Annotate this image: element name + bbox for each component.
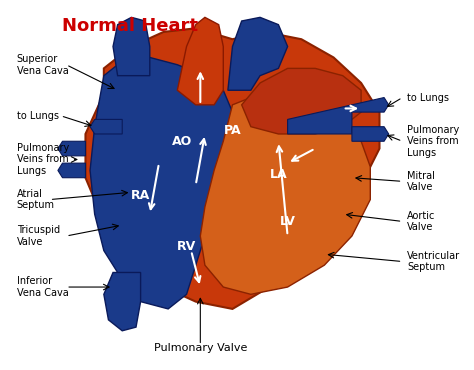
Text: Pulmonary Valve: Pulmonary Valve [154, 343, 247, 353]
Text: Inferior
Vena Cava: Inferior Vena Cava [17, 276, 68, 298]
Text: Pulmonary
Veins from
Lungs: Pulmonary Veins from Lungs [17, 143, 69, 176]
Text: PA: PA [224, 124, 241, 137]
Polygon shape [352, 127, 389, 141]
Polygon shape [113, 17, 150, 76]
Text: to Lungs: to Lungs [407, 92, 449, 102]
Polygon shape [242, 68, 361, 134]
Text: AO: AO [172, 135, 192, 148]
Text: RV: RV [177, 240, 196, 253]
Polygon shape [90, 120, 122, 134]
Text: LA: LA [270, 168, 287, 181]
Polygon shape [288, 105, 352, 134]
Polygon shape [58, 163, 85, 178]
Text: Ventricular
Septum: Ventricular Septum [407, 251, 460, 272]
Text: LV: LV [280, 215, 296, 228]
Text: Atrial
Septum: Atrial Septum [17, 189, 55, 211]
Polygon shape [104, 272, 141, 331]
Polygon shape [228, 17, 288, 90]
Text: to Lungs: to Lungs [17, 111, 59, 121]
Text: Aortic
Valve: Aortic Valve [407, 211, 436, 232]
Text: Mitral
Valve: Mitral Valve [407, 171, 435, 192]
Polygon shape [90, 57, 232, 309]
Text: Superior
Vena Cava: Superior Vena Cava [17, 54, 68, 75]
Polygon shape [201, 98, 370, 294]
Text: Normal Heart: Normal Heart [63, 17, 199, 36]
Polygon shape [58, 141, 85, 156]
Polygon shape [352, 98, 389, 112]
Polygon shape [85, 28, 380, 309]
Text: Tricuspid
Valve: Tricuspid Valve [17, 225, 60, 247]
Polygon shape [177, 17, 223, 105]
Text: RA: RA [131, 189, 150, 202]
Text: Pulmonary
Veins from
Lungs: Pulmonary Veins from Lungs [407, 125, 459, 158]
